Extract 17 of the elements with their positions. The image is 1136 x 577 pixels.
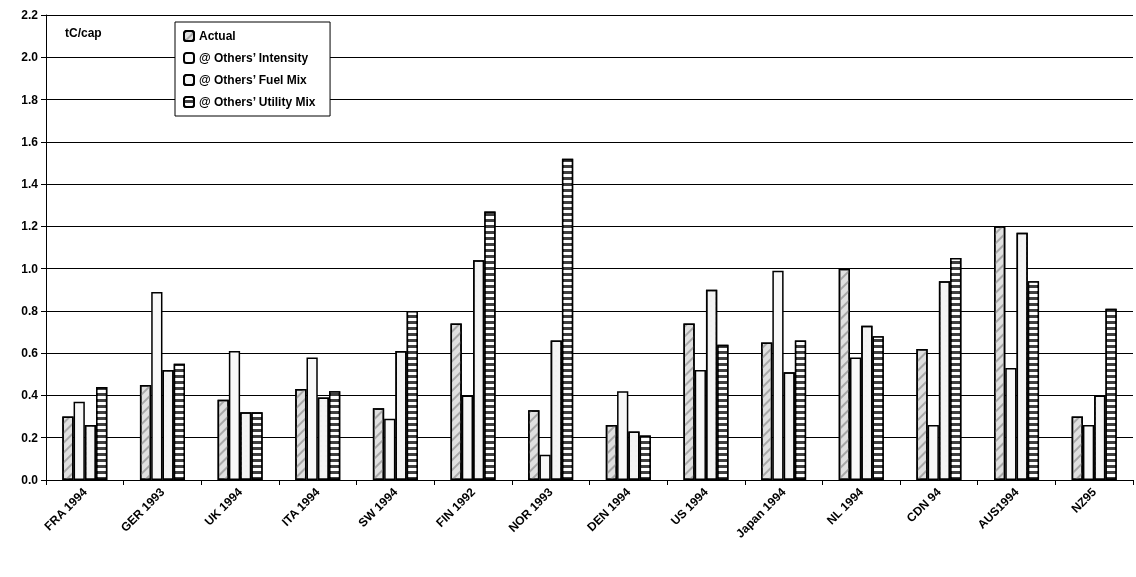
y-tick-label: 1.0 — [21, 261, 39, 276]
legend-label: @ Others’ Fuel Mix — [199, 73, 308, 87]
y-tick-label: 2.0 — [21, 50, 39, 65]
y-tick-label: 0.4 — [21, 388, 39, 403]
y-tick-label: 0.6 — [21, 346, 39, 361]
y-tick-label: 2.2 — [21, 8, 39, 22]
y-axis-title: tC/cap — [65, 26, 102, 40]
y-tick-label: 0.0 — [21, 473, 39, 487]
y-tick-label: 0.2 — [21, 430, 39, 445]
y-tick-label: 0.8 — [21, 303, 39, 318]
y-tick-label: 1.2 — [21, 219, 39, 234]
y-tick-label: 1.4 — [21, 177, 39, 192]
legend-label: @ Others’ Utility Mix — [199, 95, 316, 109]
y-tick-label: 1.8 — [21, 92, 39, 107]
legend-label: Actual — [199, 29, 236, 43]
y-tick-label: 1.6 — [21, 134, 39, 149]
legend-label: @ Others’ Intensity — [199, 51, 309, 65]
